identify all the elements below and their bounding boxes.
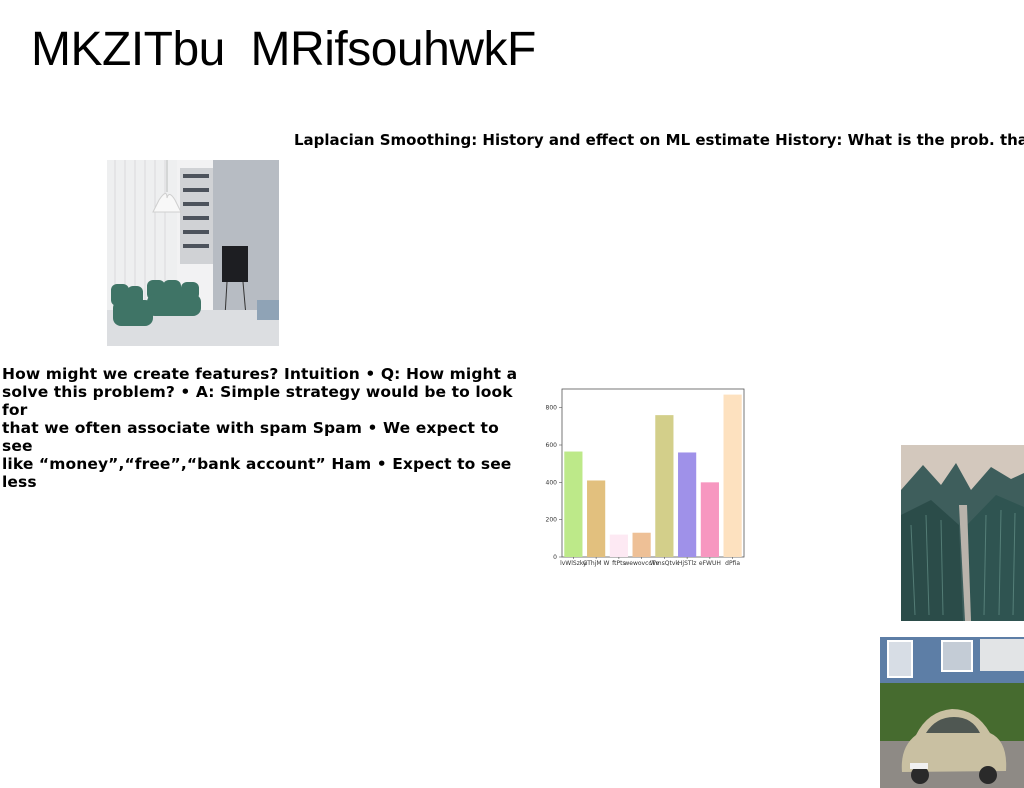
y-tick-label: 800	[546, 405, 558, 412]
bar	[632, 532, 651, 557]
bar	[564, 451, 583, 557]
chart-frame	[561, 388, 745, 558]
x-tick-label: lvWlSzky	[560, 560, 587, 567]
x-tick-label: eFWUH	[699, 560, 721, 567]
x-tick-label: ftPts	[612, 560, 625, 567]
bar	[609, 534, 628, 557]
slide-title: MKZITbu MRifsouhwkF	[31, 23, 536, 76]
x-tick-label: WmsQtvk	[650, 560, 680, 567]
living-room-image	[107, 160, 279, 346]
slide-body-text: How might we create features? Intuition …	[2, 365, 518, 491]
bar	[700, 482, 719, 557]
mountain-image	[901, 445, 1024, 621]
x-tick-label: HjSTlz	[678, 560, 696, 567]
slide-subheading: Laplacian Smoothing: History and effect …	[294, 131, 1024, 149]
y-tick-label: 600	[546, 442, 558, 449]
bar	[678, 452, 697, 557]
y-tick-label: 400	[546, 479, 558, 486]
x-tick-label: wewovccTv	[624, 560, 659, 567]
x-tick-label: dPfia	[725, 560, 740, 567]
y-tick-label: 200	[546, 517, 558, 524]
bar	[723, 394, 742, 557]
car-image	[880, 637, 1024, 788]
x-tick-label: GThjM W	[583, 560, 610, 567]
bar	[587, 480, 606, 557]
bar	[655, 415, 674, 557]
y-tick-label: 0	[553, 554, 557, 561]
